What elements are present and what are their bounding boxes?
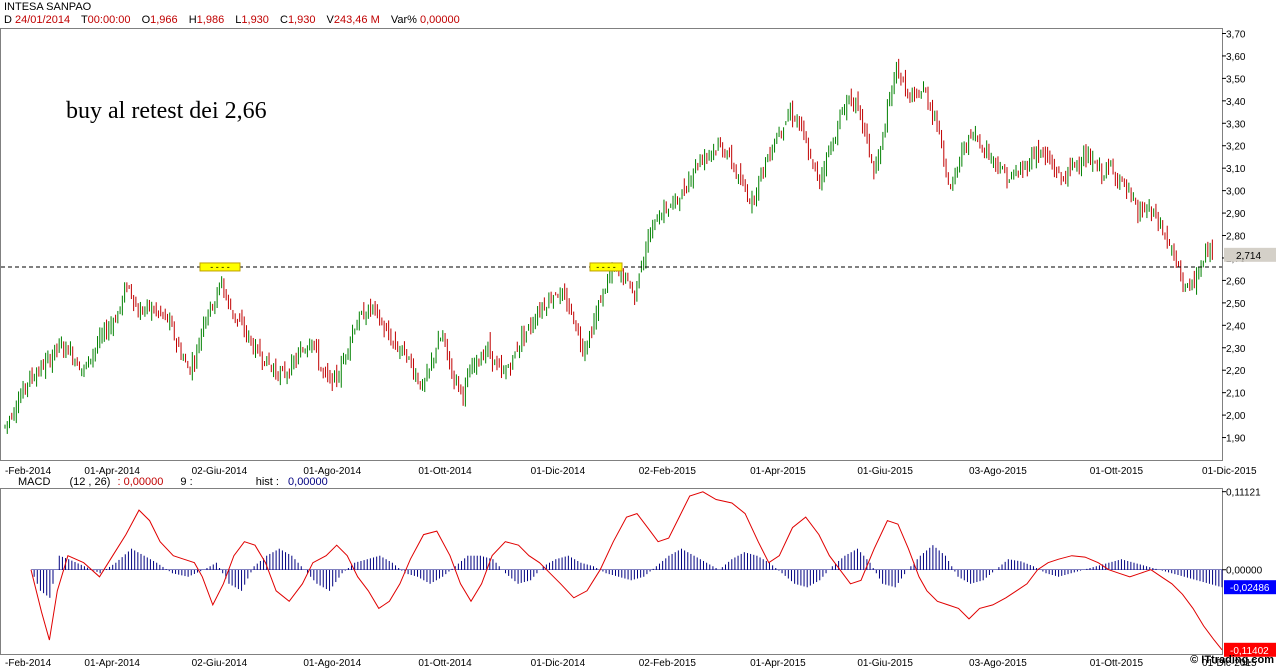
price-tick-label: 3,70 [1226,29,1246,40]
macd-params-value: : 0,00000 [117,476,164,488]
macd-panel-frame [0,488,1223,655]
time-tick-label: 01-Ott-2015 [1090,466,1144,477]
price-tick-label: 2,60 [1226,276,1246,287]
time-axis-top: -Feb-2014 01-Apr-2014 02-Giu-2014 01-Ago-20… [5,466,1257,477]
price-tick-label: 2,80 [1226,232,1246,243]
price-tick-label: 3,60 [1226,52,1246,63]
time-tick-label: 01-Dic-2015 [1202,658,1257,668]
price-tick-label: 2,00 [1226,411,1246,422]
time-tick-label: 01-Giu-2015 [857,466,913,477]
time-tick-label: 01-Ott-2015 [1090,658,1144,668]
retest-level: - - - - - - - - 2,714 [1,247,1276,272]
signal-value-label: -0,11402 [1230,646,1269,657]
time-tick-label: -Feb-2014 [5,658,52,668]
macd-signal-label: 9 : [180,476,193,488]
macd-header: MACD (12 , 26) : 0,00000 9 : hist : 0,00… [18,476,328,488]
macd-hist-label: hist : [255,476,279,488]
volume-label: V [326,14,334,26]
time-tick-label: 02-Giu-2014 [192,466,248,477]
time-tick-label: 01-Ago-2014 [303,658,361,668]
price-tick-label: 3,30 [1226,119,1246,130]
time-tick-label: 01-Dic-2014 [531,466,586,477]
time-tick-label: 01-Apr-2014 [84,466,140,477]
credit-text: © ITtrading.com [1190,654,1274,666]
time-tick-label: 01-Ago-2014 [303,466,361,477]
macd-axis: 0,11121 0,00000 -0,02486 -0,11402 [1222,488,1276,657]
date-value: 24/01/2014 [15,14,71,26]
highlight-box [589,262,623,272]
volume-value: 243,46 M [333,14,380,26]
high-label: H [188,14,197,26]
price-tick-label: 2,90 [1226,209,1246,220]
var-value: 0,00000 [419,14,460,26]
time-tick-label: 02-Feb-2015 [639,466,697,477]
ohlc-readout: D 24/01/2014 T00:00:00 O1,966 H1,986 L1,… [4,14,468,27]
price-tick-label: 2,30 [1226,344,1246,355]
price-tick-label: 2,50 [1226,299,1246,310]
time-label: T [80,14,88,26]
highlight-label: - - - - [596,262,616,272]
price-tick-label: 2,40 [1226,321,1246,332]
time-tick-label: 01-Ott-2014 [418,466,472,477]
price-axis: 3,70 3,60 3,50 3,40 3,30 3,20 3,10 3,00 2,90 2,80… [1222,29,1246,445]
price-tick-label: 3,50 [1226,74,1246,85]
low-value: 1,930 [241,14,269,26]
time-tick-label: 02-Feb-2015 [639,658,697,668]
symbol-title: INTESA SANPAO [4,1,92,13]
macd-value-tag [1224,580,1276,595]
date-label: D [4,14,12,26]
last-price-label: 2,714 [1236,251,1261,262]
open-label: O [141,14,151,26]
highlight-box [199,262,241,272]
macd-params: (12 , 26) [69,476,111,488]
time-axis-bottom: -Feb-2014 01-Apr-2014 02-Giu-2014 01-Ago-20… [5,658,1257,668]
price-panel-frame [0,28,1223,461]
time-tick-label: 01-Apr-2014 [84,658,140,668]
time-tick-label: -Feb-2014 [5,466,52,477]
var-label: Var% [390,14,417,26]
time-value: 00:00:00 [87,14,131,26]
macd-line-path [30,491,1223,651]
price-tick-label: 2,10 [1226,389,1246,400]
price-tick-label: 1,90 [1226,434,1246,445]
time-tick-label: 03-Ago-2015 [969,658,1027,668]
price-candles [4,58,1213,434]
close-label: C [279,14,288,26]
macd-name: MACD [18,476,51,488]
macd-line [30,491,1223,651]
time-tick-label: 01-Apr-2015 [750,658,806,668]
high-value: 1,986 [196,14,225,26]
price-tick-label: 3,20 [1226,142,1246,153]
time-tick-label: 01-Ott-2014 [418,658,472,668]
price-tick-label: 3,00 [1226,187,1246,198]
price-tick-label: 3,10 [1226,164,1246,175]
macd-value-label: -0,02486 [1230,583,1270,594]
time-tick-label: 01-Apr-2015 [750,466,806,477]
macd-histogram [31,545,1223,598]
price-tick-label: 2,20 [1226,366,1246,377]
open-value: 1,966 [150,14,178,26]
close-value: 1,930 [287,14,316,26]
time-tick-label: 02-Giu-2014 [192,658,248,668]
time-tick-label: 03-Ago-2015 [969,466,1027,477]
time-tick-label: 01-Giu-2015 [857,658,913,668]
highlight-label: - - - - [210,262,230,272]
time-tick-label: 01-Dic-2014 [531,658,586,668]
last-price-tag [1224,247,1276,262]
annotation-text: buy al retest dei 2,66 [66,98,267,124]
macd-tick-label: 0,11121 [1226,488,1261,499]
time-tick-label: 01-Dic-2015 [1202,466,1257,477]
macd-tick-label: 0,00000 [1226,566,1263,577]
price-tick-label: 3,40 [1226,97,1246,108]
low-label: L [235,14,242,26]
signal-value-tag [1224,642,1276,657]
macd-hist-value: 0,00000 [288,476,328,488]
